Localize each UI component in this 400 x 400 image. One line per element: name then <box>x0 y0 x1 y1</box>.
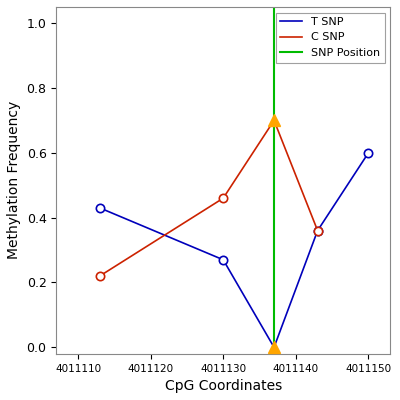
Y-axis label: Methylation Frequency: Methylation Frequency <box>7 101 21 260</box>
Legend: T SNP, C SNP, SNP Position: T SNP, C SNP, SNP Position <box>276 12 385 62</box>
X-axis label: CpG Coordinates: CpG Coordinates <box>164 379 282 393</box>
